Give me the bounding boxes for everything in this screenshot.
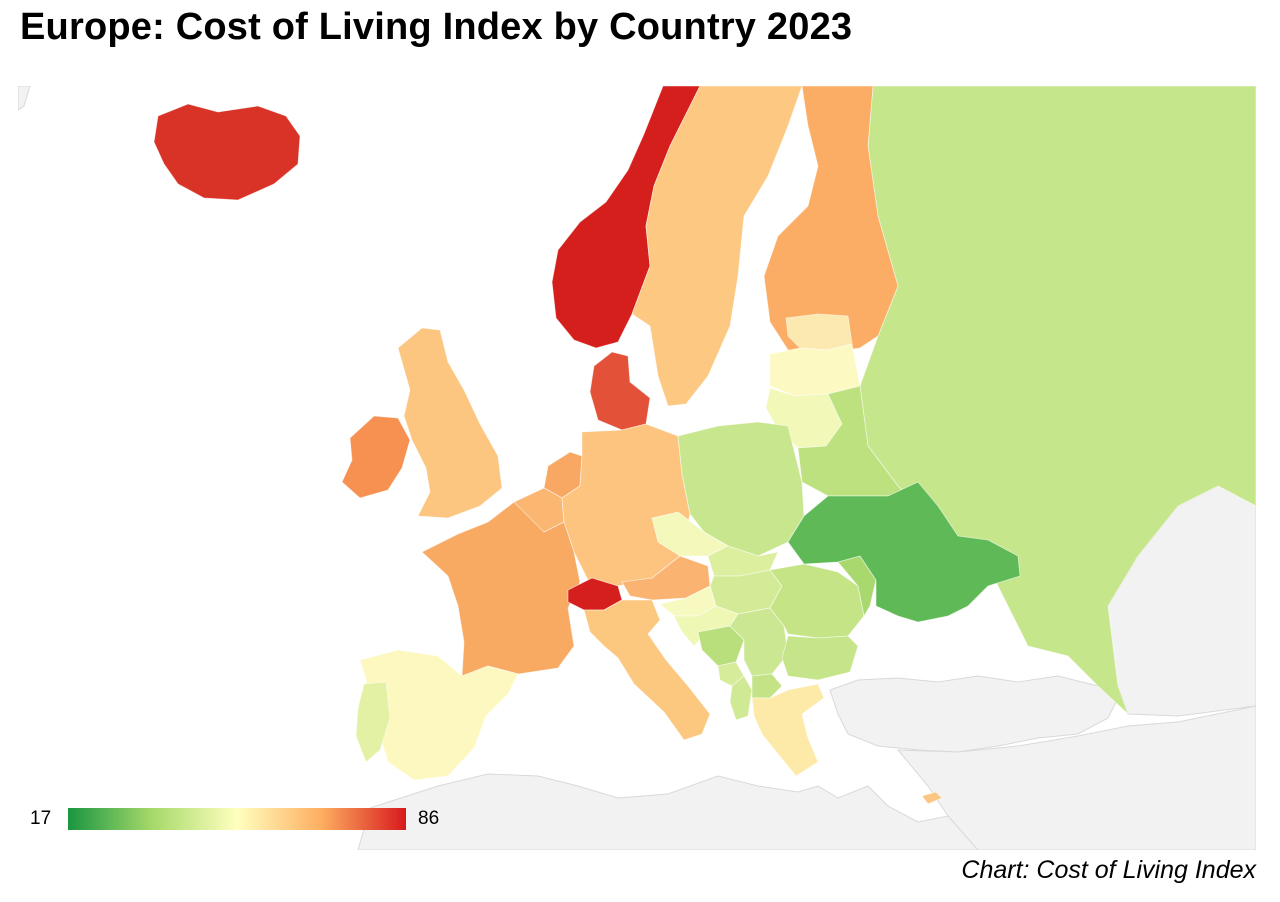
country-ireland[interactable] bbox=[341, 415, 411, 499]
nodata-middle-east bbox=[896, 705, 1256, 850]
country-france[interactable] bbox=[421, 501, 581, 677]
country-latvia[interactable] bbox=[769, 343, 861, 397]
chart-title: Europe: Cost of Living Index by Country … bbox=[20, 6, 853, 48]
country-germany[interactable] bbox=[561, 423, 691, 587]
legend-gradient-bar bbox=[68, 808, 406, 830]
country-italy[interactable] bbox=[583, 599, 711, 741]
country-bulgaria[interactable] bbox=[781, 635, 859, 681]
legend-min-label: 17 bbox=[30, 808, 52, 829]
europe-map bbox=[18, 86, 1256, 850]
legend-max-label: 86 bbox=[418, 808, 440, 829]
country-greece[interactable] bbox=[751, 683, 825, 777]
country-portugal[interactable] bbox=[355, 681, 391, 763]
nodata-turkey bbox=[829, 675, 1119, 753]
country-north-macedonia[interactable] bbox=[751, 673, 783, 699]
country-ukraine[interactable] bbox=[787, 481, 1021, 623]
country-sweden[interactable] bbox=[631, 86, 803, 407]
nodata-greenland-tip bbox=[18, 86, 31, 111]
source-credit: Chart: Cost of Living Index bbox=[961, 856, 1256, 884]
country-albania[interactable] bbox=[729, 675, 753, 721]
country-united-kingdom[interactable] bbox=[397, 327, 503, 519]
map-svg bbox=[18, 86, 1256, 850]
color-legend: 17 86 bbox=[30, 806, 460, 832]
country-denmark[interactable] bbox=[589, 351, 651, 431]
country-layer bbox=[153, 86, 1256, 805]
nodata-north-africa bbox=[357, 773, 979, 850]
country-iceland[interactable] bbox=[153, 103, 301, 201]
nodata-regions bbox=[18, 86, 1256, 850]
country-cyprus[interactable] bbox=[921, 791, 943, 805]
